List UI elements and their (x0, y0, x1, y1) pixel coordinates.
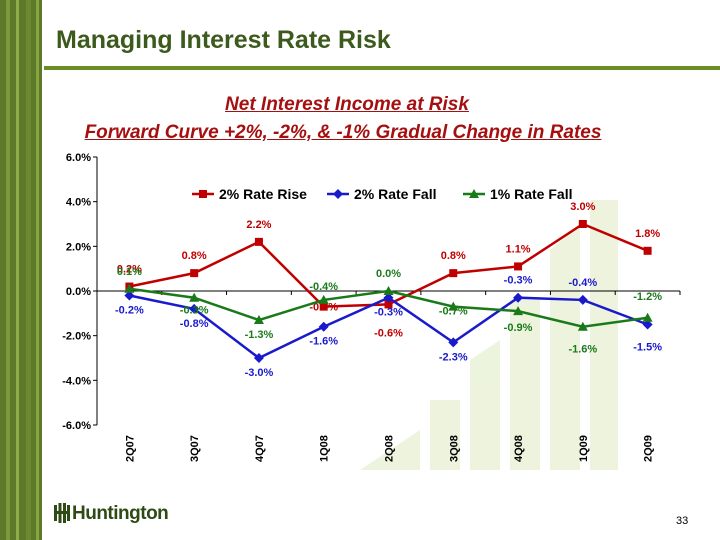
x-tick-label: 4Q07 (254, 435, 266, 462)
data-point (189, 292, 200, 302)
data-label: -0.4% (568, 277, 597, 289)
data-point (578, 220, 587, 228)
page-number: 33 (676, 515, 689, 527)
data-label: -1.5% (633, 342, 662, 354)
data-point (254, 237, 263, 246)
x-tick-label: 3Q08 (448, 435, 460, 462)
x-tick-label: 1Q09 (578, 435, 590, 462)
logo-text: Huntington (72, 503, 169, 524)
data-point (643, 246, 652, 255)
data-label: 0.1% (117, 266, 142, 278)
data-label: -0.8% (180, 318, 209, 330)
data-label: -1.3% (245, 329, 274, 341)
x-tick-label: 2Q08 (384, 435, 396, 462)
y-tick-label: 2.0% (66, 241, 91, 253)
data-label: -1.6% (309, 336, 338, 348)
side-stripe (16, 0, 19, 540)
data-label: 0.8% (441, 250, 466, 262)
data-point (190, 269, 199, 278)
data-point (253, 315, 264, 325)
legend-label: 1% Rate Fall (490, 186, 572, 202)
data-point (189, 303, 200, 314)
chart-subtitle-secondary: Forward Curve +2%, -2%, & -1% Gradual Ch… (84, 122, 602, 143)
data-label: -0.3% (504, 275, 533, 287)
data-point (253, 353, 264, 363)
y-tick-label: -4.0% (62, 375, 91, 387)
data-point (383, 286, 394, 295)
data-point (514, 262, 523, 271)
data-point (318, 294, 329, 304)
data-label: -0.3% (180, 305, 209, 317)
x-tick-label: 2Q07 (124, 435, 136, 462)
data-label: -0.7% (309, 302, 338, 314)
legend-label: 2% Rate Fall (354, 186, 436, 202)
data-label: -0.9% (504, 322, 533, 334)
data-label: -0.4% (309, 281, 338, 293)
data-label: -2.3% (439, 351, 468, 363)
legend-marker (199, 190, 207, 198)
data-label: 0.2% (117, 264, 142, 276)
huntington-logo: Huntington (54, 503, 169, 525)
data-label: 2.2% (246, 219, 271, 231)
data-point (642, 319, 653, 330)
data-point (124, 290, 135, 301)
data-label: -0.6% (374, 327, 403, 339)
y-tick-label: -6.0% (62, 420, 91, 432)
y-tick-label: -2.0% (62, 331, 91, 343)
data-label: 0.8% (182, 250, 207, 262)
data-point (384, 300, 393, 309)
x-tick-label: 2Q09 (643, 435, 655, 462)
data-label: 0.0% (376, 268, 401, 280)
data-point (449, 269, 458, 278)
y-tick-label: 4.0% (66, 197, 91, 209)
data-point (448, 301, 459, 311)
data-point (577, 321, 588, 331)
page-title: Managing Interest Rate Risk (56, 26, 391, 54)
x-tick-label: 1Q08 (319, 435, 331, 462)
data-label: -3.0% (245, 367, 274, 379)
data-point (513, 306, 524, 316)
x-tick-label: 4Q08 (513, 435, 525, 462)
data-label: 1.1% (506, 243, 531, 255)
logo-mark-icon (54, 503, 70, 523)
legend-label: 2% Rate Rise (219, 186, 307, 202)
data-point (124, 283, 135, 293)
side-stripe (26, 0, 31, 540)
legend-marker (469, 189, 479, 198)
data-point (513, 292, 524, 303)
data-label: -1.2% (633, 291, 662, 303)
data-label: 3.0% (570, 201, 595, 213)
title-rule (44, 66, 720, 70)
data-label: -0.7% (439, 306, 468, 318)
data-label: -0.2% (115, 304, 144, 316)
x-tick-label: 3Q07 (189, 435, 201, 462)
data-label: -0.3% (374, 307, 403, 319)
data-point (383, 292, 394, 303)
legend-marker (333, 189, 343, 199)
data-label: 1.8% (635, 228, 660, 240)
data-point (318, 321, 329, 332)
data-label: -1.6% (568, 344, 597, 356)
y-tick-label: 0.0% (66, 286, 91, 298)
data-point (577, 294, 588, 305)
chart-subtitle-primary: Net Interest Income at Risk (225, 94, 469, 115)
background-watermark (360, 200, 618, 470)
data-point (642, 312, 653, 322)
data-point (319, 302, 328, 311)
y-tick-label: 6.0% (66, 152, 91, 164)
side-stripe (6, 0, 10, 540)
data-point (448, 337, 459, 348)
side-stripe (36, 0, 39, 540)
